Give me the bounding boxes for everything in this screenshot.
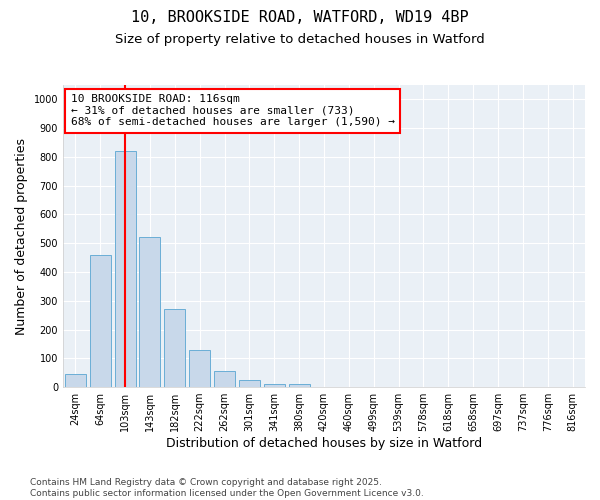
Text: 10, BROOKSIDE ROAD, WATFORD, WD19 4BP: 10, BROOKSIDE ROAD, WATFORD, WD19 4BP — [131, 10, 469, 25]
Bar — [139, 238, 160, 387]
Text: Contains HM Land Registry data © Crown copyright and database right 2025.
Contai: Contains HM Land Registry data © Crown c… — [30, 478, 424, 498]
Text: Size of property relative to detached houses in Watford: Size of property relative to detached ho… — [115, 32, 485, 46]
Y-axis label: Number of detached properties: Number of detached properties — [15, 138, 28, 334]
Text: 10 BROOKSIDE ROAD: 116sqm
← 31% of detached houses are smaller (733)
68% of semi: 10 BROOKSIDE ROAD: 116sqm ← 31% of detac… — [71, 94, 395, 128]
Bar — [65, 374, 86, 387]
Bar — [289, 384, 310, 387]
X-axis label: Distribution of detached houses by size in Watford: Distribution of detached houses by size … — [166, 437, 482, 450]
Bar — [239, 380, 260, 387]
Bar — [115, 151, 136, 387]
Bar — [189, 350, 210, 387]
Bar — [263, 384, 285, 387]
Bar — [214, 370, 235, 387]
Bar — [164, 310, 185, 387]
Bar — [89, 254, 111, 387]
